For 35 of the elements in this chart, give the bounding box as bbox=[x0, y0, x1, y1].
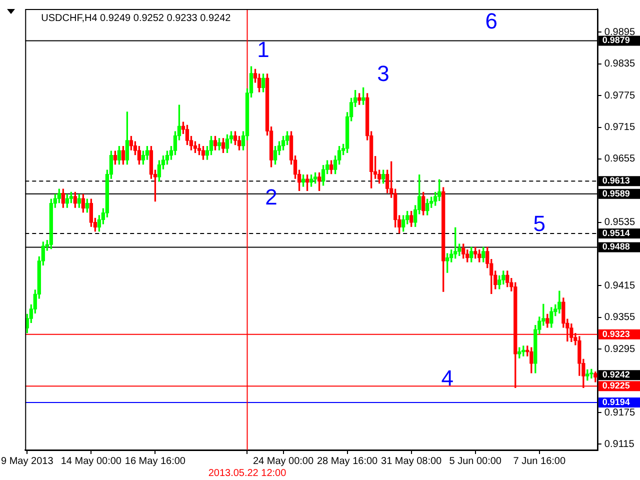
y-tick-label: 0.9415 bbox=[604, 280, 636, 292]
x-tick-label: 31 May 08:00 bbox=[381, 456, 442, 467]
x-tick-label: 28 May 16:00 bbox=[316, 456, 378, 467]
ref-line-label: 0.9514 bbox=[602, 228, 630, 238]
annotation: 4 bbox=[441, 366, 454, 391]
y-tick-label: 0.9835 bbox=[604, 58, 636, 70]
ref-line-label: 0.9488 bbox=[602, 242, 630, 252]
y-tick-label: 0.9715 bbox=[604, 122, 636, 134]
y-tick-label: 0.9175 bbox=[604, 407, 636, 418]
ref-line-label: 0.9194 bbox=[602, 396, 630, 407]
y-tick-label: 0.9295 bbox=[604, 344, 636, 355]
x-tick-label: 24 May 00:00 bbox=[252, 456, 314, 467]
ref-line-label: 0.9225 bbox=[602, 380, 630, 391]
annotation: 6 bbox=[485, 8, 498, 34]
x-tick-label: 14 May 00:00 bbox=[60, 456, 122, 467]
ref-line-label: 0.9613 bbox=[602, 176, 630, 186]
x-tick-label: 2013.05.22 12:00 bbox=[208, 468, 287, 479]
y-tick-label: 0.9355 bbox=[604, 312, 636, 324]
x-tick-label: 9 May 2013 bbox=[1, 456, 54, 467]
ref-line-label: 0.9323 bbox=[602, 328, 630, 339]
annotation: 3 bbox=[377, 61, 390, 86]
y-tick-label: 0.9535 bbox=[604, 217, 636, 228]
chart-title: USDCHF,H4 0.9249 0.9252 0.9233 0.9242 bbox=[41, 12, 232, 24]
x-tick-label: 16 May 16:00 bbox=[124, 456, 186, 467]
y-tick-label: 0.9655 bbox=[604, 154, 636, 165]
ref-line-label: 0.9879 bbox=[602, 35, 630, 46]
x-tick-label: 7 Jun 16:00 bbox=[513, 456, 566, 467]
x-tick-label: 5 Jun 00:00 bbox=[449, 456, 502, 467]
y-tick-label: 0.9775 bbox=[604, 90, 636, 102]
annotation: 1 bbox=[257, 36, 270, 62]
y-tick-label: 0.9115 bbox=[604, 438, 635, 450]
y-tick-label: 0.9895 bbox=[604, 26, 636, 38]
ref-line-label: 0.9589 bbox=[602, 188, 630, 198]
annotation: 5 bbox=[533, 211, 546, 236]
text: 0.9242 bbox=[602, 370, 630, 380]
